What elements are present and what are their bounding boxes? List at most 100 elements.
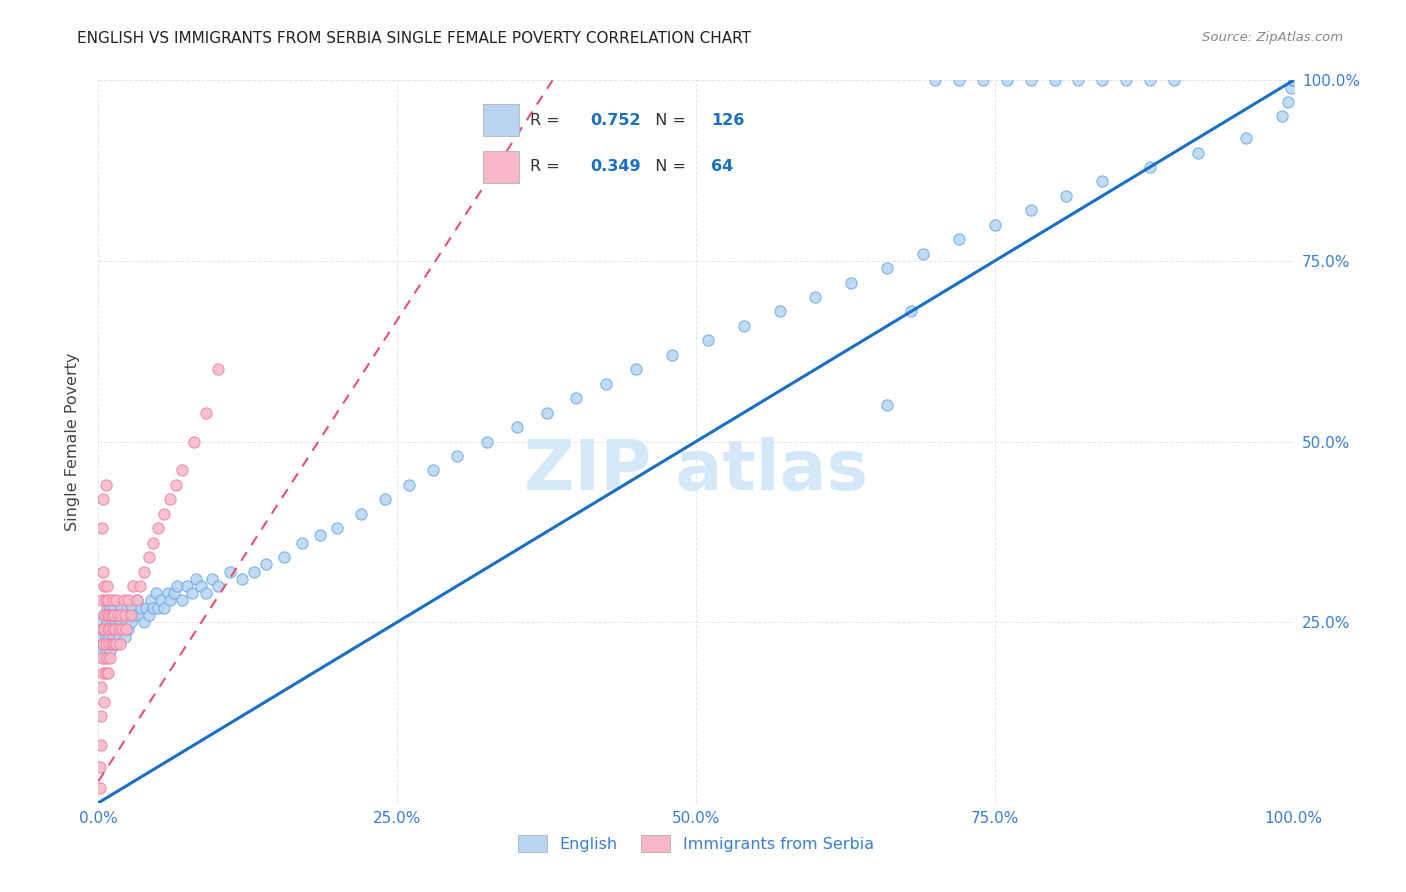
- Point: [93, 607, 115, 622]
- Point: [96, 607, 118, 622]
- Point: [135, 600, 157, 615]
- Point: [374, 492, 396, 507]
- Point: [98, 623, 122, 637]
- Point: [1282, 73, 1305, 87]
- Point: [97, 665, 120, 680]
- Point: [105, 607, 128, 622]
- Point: [876, 398, 898, 412]
- Point: [110, 600, 132, 615]
- Point: [89, 760, 111, 774]
- Point: [148, 521, 170, 535]
- Point: [254, 558, 277, 572]
- Point: [115, 615, 138, 630]
- Legend: English, Immigrants from Serbia: English, Immigrants from Serbia: [510, 827, 882, 860]
- Point: [104, 623, 127, 637]
- Point: [1282, 73, 1305, 87]
- Point: [115, 600, 138, 615]
- Point: [101, 623, 124, 637]
- Point: [138, 550, 160, 565]
- Point: [97, 593, 120, 607]
- Point: [1091, 73, 1114, 87]
- Point: [166, 579, 188, 593]
- Point: [308, 528, 330, 542]
- Point: [972, 73, 994, 87]
- Point: [101, 607, 124, 622]
- Point: [121, 600, 143, 615]
- Text: ENGLISH VS IMMIGRANTS FROM SERBIA SINGLE FEMALE POVERTY CORRELATION CHART: ENGLISH VS IMMIGRANTS FROM SERBIA SINGLE…: [77, 31, 751, 46]
- Point: [132, 565, 155, 579]
- Point: [207, 579, 229, 593]
- Point: [422, 463, 444, 477]
- Point: [536, 406, 558, 420]
- Point: [1163, 73, 1185, 87]
- Point: [91, 651, 114, 665]
- Point: [231, 572, 253, 586]
- Point: [948, 73, 970, 87]
- Text: ZIP atlas: ZIP atlas: [524, 437, 868, 504]
- Point: [948, 232, 970, 246]
- Point: [91, 615, 114, 630]
- Point: [1282, 73, 1305, 87]
- Point: [94, 630, 117, 644]
- Point: [1139, 160, 1161, 174]
- Point: [98, 651, 122, 665]
- Point: [172, 593, 194, 607]
- Point: [96, 651, 118, 665]
- Point: [105, 593, 128, 607]
- Point: [149, 593, 172, 607]
- Point: [125, 593, 148, 607]
- Point: [91, 637, 114, 651]
- Point: [626, 362, 648, 376]
- Point: [159, 492, 181, 507]
- Point: [93, 637, 115, 651]
- Point: [90, 738, 112, 752]
- Point: [120, 615, 142, 630]
- Point: [153, 600, 176, 615]
- Point: [93, 695, 115, 709]
- Text: Source: ZipAtlas.com: Source: ZipAtlas.com: [1202, 31, 1343, 45]
- Point: [91, 630, 114, 644]
- Point: [103, 607, 125, 622]
- Point: [132, 615, 155, 630]
- Point: [118, 607, 141, 622]
- Point: [186, 572, 208, 586]
- Point: [900, 304, 922, 318]
- Point: [1271, 110, 1294, 124]
- Point: [90, 709, 112, 723]
- Point: [107, 607, 129, 622]
- Point: [107, 630, 129, 644]
- Point: [100, 637, 122, 651]
- Point: [91, 665, 114, 680]
- Point: [506, 420, 529, 434]
- Point: [243, 565, 266, 579]
- Point: [94, 478, 117, 492]
- Point: [911, 246, 934, 260]
- Point: [142, 535, 165, 549]
- Point: [101, 630, 124, 644]
- Point: [163, 586, 186, 600]
- Point: [96, 579, 118, 593]
- Point: [91, 593, 114, 607]
- Point: [110, 607, 132, 622]
- Point: [475, 434, 498, 449]
- Point: [107, 623, 129, 637]
- Point: [97, 623, 120, 637]
- Point: [446, 449, 468, 463]
- Point: [108, 637, 131, 651]
- Point: [1282, 73, 1305, 87]
- Point: [1056, 189, 1078, 203]
- Point: [120, 607, 142, 622]
- Point: [180, 586, 202, 600]
- Point: [139, 593, 162, 607]
- Point: [131, 600, 153, 615]
- Point: [115, 623, 138, 637]
- Point: [398, 478, 420, 492]
- Point: [924, 73, 946, 87]
- Point: [97, 637, 120, 651]
- Point: [159, 593, 181, 607]
- Point: [183, 434, 205, 449]
- Point: [1115, 73, 1137, 87]
- Point: [125, 593, 148, 607]
- Point: [111, 623, 134, 637]
- Point: [105, 637, 128, 651]
